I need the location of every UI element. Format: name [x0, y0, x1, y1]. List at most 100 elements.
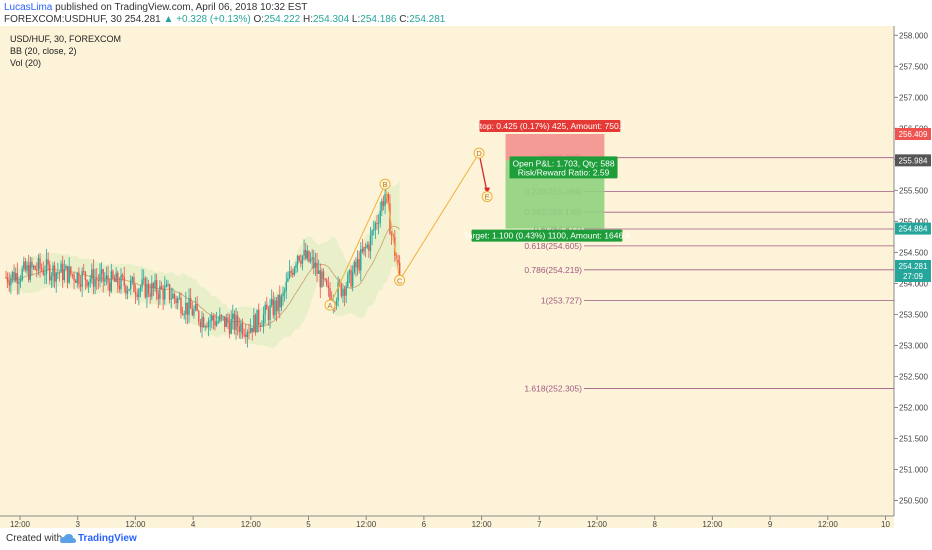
candle-body: [168, 284, 171, 300]
fib-label: 1.618(252.305): [524, 384, 582, 394]
candle-body: [134, 292, 137, 295]
candle-body: [230, 319, 232, 334]
open-value: 254.222: [264, 14, 301, 25]
candle-body: [8, 282, 10, 286]
candle-body: [53, 265, 56, 282]
candle-body: [112, 271, 114, 279]
tradingview-brand[interactable]: TradingView: [78, 533, 137, 544]
candle-body: [280, 296, 283, 308]
legend-title: USD/HUF, 30, FOREXCOM: [10, 34, 122, 44]
x-tick-label: 12:00: [125, 520, 146, 528]
candle-body: [353, 261, 355, 273]
candle-body: [21, 268, 23, 280]
candle-body: [141, 279, 143, 288]
candle-body: [29, 261, 31, 280]
x-tick-label: 12:00: [818, 520, 839, 528]
candle-body: [293, 267, 296, 275]
close-label: C:: [399, 14, 410, 25]
candle-body: [327, 285, 330, 289]
pattern-point-label: D: [476, 149, 482, 158]
fib-label: 1(253.727): [541, 295, 582, 305]
stop-zone: [505, 133, 605, 161]
candle-body: [34, 265, 36, 270]
candle-body: [377, 222, 380, 224]
candle-body: [6, 277, 9, 283]
short-position[interactable]: Stop: 0.425 (0.17%) 425, Amount: 750.1 Op…: [464, 119, 631, 242]
price-chart[interactable]: 0(256.027)0.236(255.484)0.382(255.148)0.…: [0, 26, 932, 528]
author-link[interactable]: LucasLima: [4, 2, 53, 13]
candle-body: [201, 317, 203, 328]
candle-body: [321, 271, 323, 288]
candle-body: [19, 279, 22, 282]
candle-body: [329, 288, 331, 300]
high-value: 254.304: [312, 14, 350, 25]
candle-body: [233, 313, 236, 330]
y-tick-label: 257.000: [899, 93, 928, 102]
abcd-pattern[interactable]: A B C D E: [324, 147, 493, 311]
candle-body: [382, 201, 385, 206]
candle-body: [26, 265, 28, 271]
candle-body: [157, 294, 159, 300]
target-label-text: Target: 1.100 (0.43%) 1100, Amount: 1646…: [464, 231, 631, 241]
bollinger-basis: [5, 225, 400, 328]
low-label: L:: [351, 14, 361, 25]
candle-body: [83, 271, 85, 273]
price-label-box: [895, 269, 931, 282]
candle-body: [225, 317, 228, 327]
arrow-head-icon: [484, 187, 491, 194]
candle-body: [227, 317, 229, 323]
candle-body: [189, 298, 192, 309]
candle-body: [130, 280, 132, 289]
candle-body: [246, 331, 249, 337]
candle-body: [18, 281, 20, 284]
candle-body: [317, 270, 320, 274]
candle-body: [298, 255, 300, 261]
candle-body: [285, 281, 287, 291]
high-label: H:: [302, 14, 313, 25]
candle-body: [314, 262, 317, 268]
candle-body: [36, 269, 38, 271]
candle-body: [206, 326, 208, 328]
candle-body: [235, 315, 237, 330]
candle-body: [243, 334, 245, 336]
candle-body: [79, 284, 82, 287]
candle-body: [198, 311, 200, 322]
target-label-box: [471, 229, 623, 242]
stop-label-text: Stop: 0.425 (0.17%) 425, Amount: 750.1: [474, 121, 626, 131]
candle-body: [138, 290, 140, 298]
candle-body: [274, 300, 276, 316]
candle-body: [107, 275, 109, 283]
candle-body: [379, 211, 381, 223]
candle-body: [37, 258, 40, 271]
candle-body: [270, 299, 273, 306]
candle-body: [350, 270, 352, 287]
pattern-point-label: A: [327, 301, 332, 310]
candle-body: [63, 269, 66, 281]
candle-body: [49, 264, 51, 281]
y-tick-label: 251.500: [899, 434, 928, 443]
candle-body: [322, 271, 325, 280]
legend-bb[interactable]: BB (20, close, 2): [10, 46, 77, 56]
legend-vol[interactable]: Vol (20): [10, 58, 42, 68]
candle-body: [347, 273, 349, 287]
candle-body: [390, 234, 393, 236]
x-tick-label: 12:00: [10, 520, 31, 528]
candle-body: [89, 279, 91, 282]
candle-body: [133, 277, 135, 293]
x-tick-label: 10: [881, 520, 890, 528]
pattern-point: [324, 299, 336, 311]
x-tick-label: 12:00: [472, 520, 493, 528]
candle-body: [152, 283, 155, 289]
candle-body: [245, 334, 247, 337]
candle-body: [146, 283, 148, 298]
time-axis: 12:00 3 12:00 4 12:00 5 12:00 6 12:00 7 12:00 8 12:0…: [10, 516, 890, 528]
candle-body: [78, 272, 80, 285]
price-label-text: 255.984: [899, 156, 928, 165]
candle-body: [183, 314, 185, 316]
pattern-point: [473, 147, 485, 159]
y-tick-label: 253.500: [899, 310, 928, 319]
projection-arrow: [478, 153, 488, 193]
candle-body: [94, 278, 96, 287]
candle-body: [180, 297, 182, 314]
candle-body: [55, 272, 57, 282]
